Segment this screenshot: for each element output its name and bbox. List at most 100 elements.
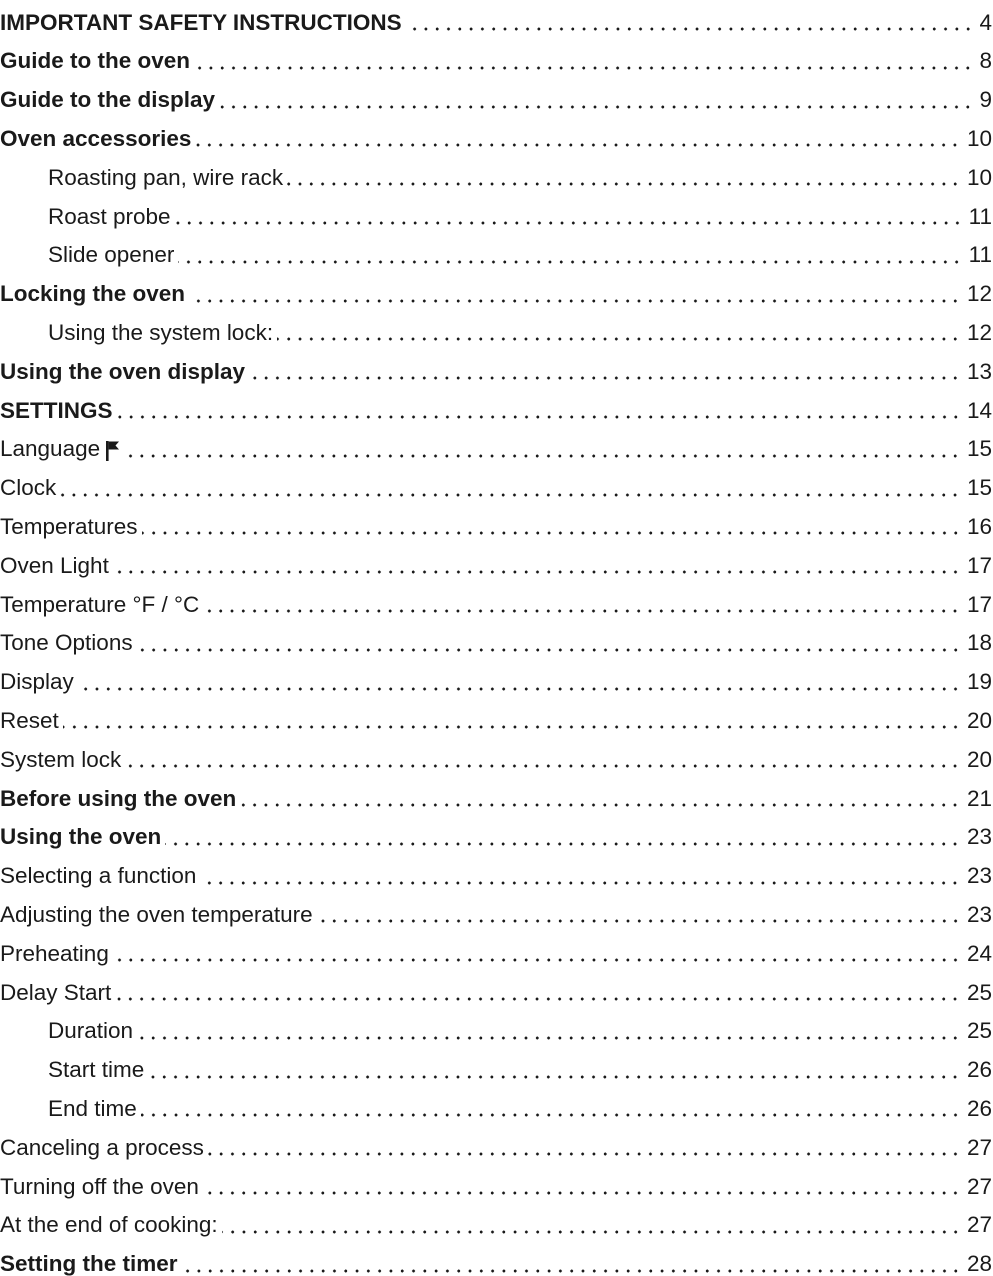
toc-entry[interactable]: Start time 26 <box>0 1044 992 1082</box>
toc-entry[interactable]: Using the oven display 13 <box>0 345 992 383</box>
toc-entry-label: Selecting a function <box>0 863 197 889</box>
toc-entry[interactable]: Using the system lock: 12 <box>0 306 992 344</box>
dot-leader <box>112 958 961 963</box>
dot-leader <box>240 803 961 807</box>
dot-leader <box>181 1268 961 1273</box>
toc-entry-page-number: 17 <box>966 552 992 578</box>
toc-entry-page-number: 20 <box>966 707 992 733</box>
toc-entry-page-number: 25 <box>966 979 992 1005</box>
dot-leader <box>203 609 961 613</box>
dot-leader <box>249 376 961 381</box>
toc-entry[interactable]: Locking the oven 12 <box>0 268 992 306</box>
dot-leader <box>178 259 963 264</box>
toc-entry-label: Tone Options <box>0 630 133 656</box>
toc-entry[interactable]: Delay Start 25 <box>0 966 992 1004</box>
toc-entry-page-number: 25 <box>966 1018 992 1044</box>
toc-entry-label: Reset <box>0 707 59 733</box>
toc-entry-page-number: 23 <box>966 824 992 850</box>
dot-leader <box>277 337 961 342</box>
toc-entry[interactable]: Oven accessories 10 <box>0 112 992 150</box>
toc-entry-label: Turning off the oven <box>0 1173 199 1199</box>
toc-entry-label: Language <box>0 436 101 462</box>
toc-entry[interactable]: Preheating 24 <box>0 927 992 965</box>
toc-entry[interactable]: Guide to the oven 8 <box>0 35 992 73</box>
toc-entry-page-number: 23 <box>966 901 992 927</box>
toc-entry-page-number: 15 <box>966 436 992 462</box>
toc-entry-label: Display <box>0 669 74 695</box>
toc-entry-page-number: 26 <box>966 1095 992 1121</box>
toc-entry-page-number: 26 <box>966 1057 992 1083</box>
toc-entry[interactable]: Display 19 <box>0 656 992 694</box>
dot-leader <box>174 221 963 225</box>
toc-entry-page-number: 10 <box>966 125 992 151</box>
toc-entry-page-number: 27 <box>966 1212 992 1238</box>
toc-entry-label: Using the oven display <box>0 358 246 384</box>
toc-entry-page-number: 4 <box>979 9 992 35</box>
toc-entry-page-number: 20 <box>966 746 992 772</box>
toc-entry-label: Duration <box>48 1018 134 1044</box>
toc-entry[interactable]: Temperatures 16 <box>0 500 992 538</box>
dot-leader <box>77 686 961 691</box>
dot-leader <box>125 764 961 769</box>
toc-entry[interactable]: IMPORTANT SAFETY INSTRUCTIONS 4 <box>0 0 992 34</box>
toc-entry-page-number: 13 <box>966 358 992 384</box>
dot-leader <box>137 1035 961 1040</box>
toc-entry[interactable]: SETTINGS 14 <box>0 384 992 422</box>
toc-entry-label: SETTINGS <box>0 397 113 423</box>
dot-leader <box>189 298 961 303</box>
toc-entry[interactable]: Slide opener 11 <box>0 229 992 267</box>
toc-entry-page-number: 16 <box>966 513 992 539</box>
toc-entry-page-number: 14 <box>966 397 992 423</box>
toc-entry[interactable]: Selecting a function 23 <box>0 850 992 888</box>
toc-entry[interactable]: Roasting pan, wire rack 10 <box>0 151 992 189</box>
dot-leader <box>405 27 974 31</box>
toc-entry[interactable]: Temperature °F / °C 17 <box>0 578 992 616</box>
toc-entry[interactable]: Language 15 <box>0 423 992 461</box>
toc-entry-page-number: 27 <box>966 1134 992 1160</box>
toc-entry-label: End time <box>48 1095 137 1121</box>
toc-entry[interactable]: At the end of cooking: 27 <box>0 1199 992 1237</box>
toc-entry[interactable]: End time 26 <box>0 1082 992 1120</box>
flag-icon <box>106 440 120 461</box>
toc-entry-page-number: 15 <box>966 475 992 501</box>
toc-entry-label: Using the system lock: <box>48 319 274 345</box>
toc-entry-label: Slide opener <box>48 242 175 268</box>
dot-leader <box>112 570 961 575</box>
toc-entry[interactable]: Setting the timer 28 <box>0 1238 992 1276</box>
toc-entry-page-number: 10 <box>966 164 992 190</box>
toc-entry-label: Guide to the oven <box>0 48 191 74</box>
dot-leader <box>136 647 961 652</box>
toc-entry[interactable]: Canceling a process 27 <box>0 1121 992 1159</box>
dot-leader <box>287 182 961 187</box>
toc-entry[interactable]: Adjusting the oven temperature 23 <box>0 888 992 926</box>
toc-entry-label: Oven accessories <box>0 125 192 151</box>
toc-entry-label: Clock <box>0 475 57 501</box>
toc-entry[interactable]: Roast probe 11 <box>0 190 992 228</box>
toc-entry[interactable]: Before using the oven 21 <box>0 772 992 810</box>
toc-entry-label: Canceling a process <box>0 1134 204 1160</box>
toc-entry[interactable]: Tone Options 18 <box>0 617 992 655</box>
dot-leader <box>200 880 961 885</box>
toc-entry-page-number: 21 <box>966 785 992 811</box>
toc-entry[interactable]: Guide to the display 9 <box>0 74 992 112</box>
toc-entry[interactable]: Clock 15 <box>0 462 992 500</box>
toc-entry-label: Setting the timer <box>0 1251 178 1276</box>
toc-entry-label: At the end of cooking: <box>0 1212 218 1238</box>
toc-entry[interactable]: Oven Light 17 <box>0 539 992 577</box>
toc-entry[interactable]: Duration 25 <box>0 1005 992 1043</box>
dot-leader <box>316 919 961 924</box>
toc-entry[interactable]: Reset 20 <box>0 694 992 732</box>
toc-entry-label: Locking the oven <box>0 281 186 307</box>
toc-entry-page-number: 11 <box>968 242 992 268</box>
dot-leader <box>165 841 961 846</box>
toc-entry[interactable]: Using the oven 23 <box>0 811 992 849</box>
toc-entry-label: Before using the oven <box>0 785 237 811</box>
dot-leader <box>141 531 961 536</box>
dot-leader <box>62 725 961 730</box>
toc-entry-label: Roast probe <box>48 203 171 229</box>
toc-entry-label: Using the oven <box>0 824 162 850</box>
dot-leader <box>221 1229 961 1234</box>
dot-leader <box>194 65 974 70</box>
toc-entry[interactable]: System lock 20 <box>0 733 992 771</box>
toc-entry[interactable]: Turning off the oven 27 <box>0 1160 992 1198</box>
